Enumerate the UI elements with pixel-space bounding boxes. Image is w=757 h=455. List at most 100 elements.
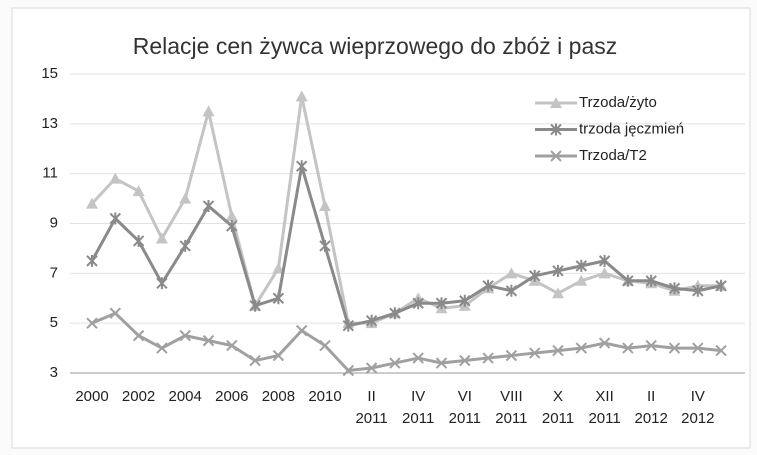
marker <box>202 334 215 347</box>
marker <box>552 344 564 357</box>
x-tick-label: 2002 <box>121 388 156 405</box>
marker <box>202 200 215 213</box>
marker <box>692 284 704 297</box>
marker <box>389 307 401 320</box>
y-tick-label: 3 <box>50 364 58 381</box>
series-line <box>91 311 722 373</box>
marker <box>459 294 471 307</box>
marker <box>550 150 562 162</box>
x-tick-label: 2000 <box>75 388 109 405</box>
marker <box>179 239 191 252</box>
marker <box>295 324 308 337</box>
marker <box>226 219 238 232</box>
series-line <box>90 94 722 325</box>
marker <box>505 349 518 362</box>
chart-frame <box>11 7 751 449</box>
x-tick-label: VIII 2011 <box>495 388 528 427</box>
marker <box>155 232 168 244</box>
marker <box>575 274 588 286</box>
marker <box>715 344 727 357</box>
marker <box>295 90 308 102</box>
marker <box>109 212 122 225</box>
marker <box>598 254 611 267</box>
legend-label: trzoda jęczmień <box>579 120 684 137</box>
legend-label: Trzoda/żyto <box>579 94 657 111</box>
x-tick-label: XII 2011 <box>588 388 621 427</box>
marker <box>365 362 378 374</box>
marker <box>668 342 681 354</box>
marker <box>550 123 562 136</box>
legend-label: Trzoda/T2 <box>579 147 647 164</box>
y-tick-label: 5 <box>50 314 58 331</box>
marker <box>645 274 657 287</box>
x-tick-label: IV 2011 <box>402 388 435 427</box>
marker <box>156 342 168 354</box>
x-tick-label: II 2012 <box>634 388 668 427</box>
marker <box>692 342 704 354</box>
series-line <box>90 164 722 328</box>
marker <box>622 274 634 287</box>
marker <box>412 352 424 364</box>
marker <box>505 284 518 297</box>
marker <box>552 264 564 277</box>
marker <box>598 267 611 279</box>
marker <box>109 172 122 184</box>
marker <box>249 299 261 312</box>
marker <box>249 354 261 367</box>
marker <box>598 337 611 349</box>
marker <box>225 210 238 222</box>
marker <box>342 364 355 377</box>
x-tick-label: 2006 <box>215 388 249 405</box>
y-tick-label: 9 <box>50 214 58 231</box>
marker <box>272 349 285 362</box>
x-tick-label: VI 2011 <box>448 388 481 427</box>
marker <box>272 262 285 274</box>
marker <box>86 254 98 267</box>
marker <box>435 297 448 310</box>
marker <box>552 287 564 299</box>
marker <box>86 317 98 329</box>
marker <box>622 342 634 354</box>
marker <box>389 357 401 369</box>
marker <box>575 342 588 354</box>
marker <box>109 307 122 319</box>
marker <box>179 192 192 204</box>
x-tick-label: IV 2012 <box>681 388 715 427</box>
marker <box>645 339 657 352</box>
marker <box>575 259 588 272</box>
marker <box>459 354 471 367</box>
marker <box>319 239 331 252</box>
chart-title: Relacje cen żywca wieprzowego do zbóż i … <box>133 33 618 59</box>
marker <box>435 357 448 369</box>
marker <box>132 329 145 342</box>
x-tick-label: 2008 <box>261 388 296 405</box>
marker <box>202 105 215 117</box>
marker <box>528 347 541 359</box>
marker <box>319 200 331 212</box>
marker <box>226 339 238 352</box>
y-tick-label: 11 <box>42 165 58 182</box>
marker <box>482 279 494 292</box>
marker <box>715 279 727 292</box>
marker <box>505 267 518 279</box>
y-tick-label: 13 <box>41 115 58 132</box>
x-tick-label: II 2011 <box>355 388 388 427</box>
marker <box>342 319 355 332</box>
x-tick-label: 2010 <box>308 388 342 405</box>
marker <box>132 234 145 247</box>
y-tick-label: 15 <box>41 65 58 82</box>
marker <box>319 339 331 352</box>
x-tick-label: 2004 <box>168 388 202 405</box>
y-tick-label: 7 <box>50 264 58 281</box>
x-tick-label: X 2011 <box>541 388 575 427</box>
marker <box>412 297 424 310</box>
marker <box>528 269 541 282</box>
marker <box>295 160 308 173</box>
marker <box>365 314 378 327</box>
marker <box>668 282 681 295</box>
marker <box>179 329 191 342</box>
marker <box>132 185 145 197</box>
marker <box>156 277 168 290</box>
